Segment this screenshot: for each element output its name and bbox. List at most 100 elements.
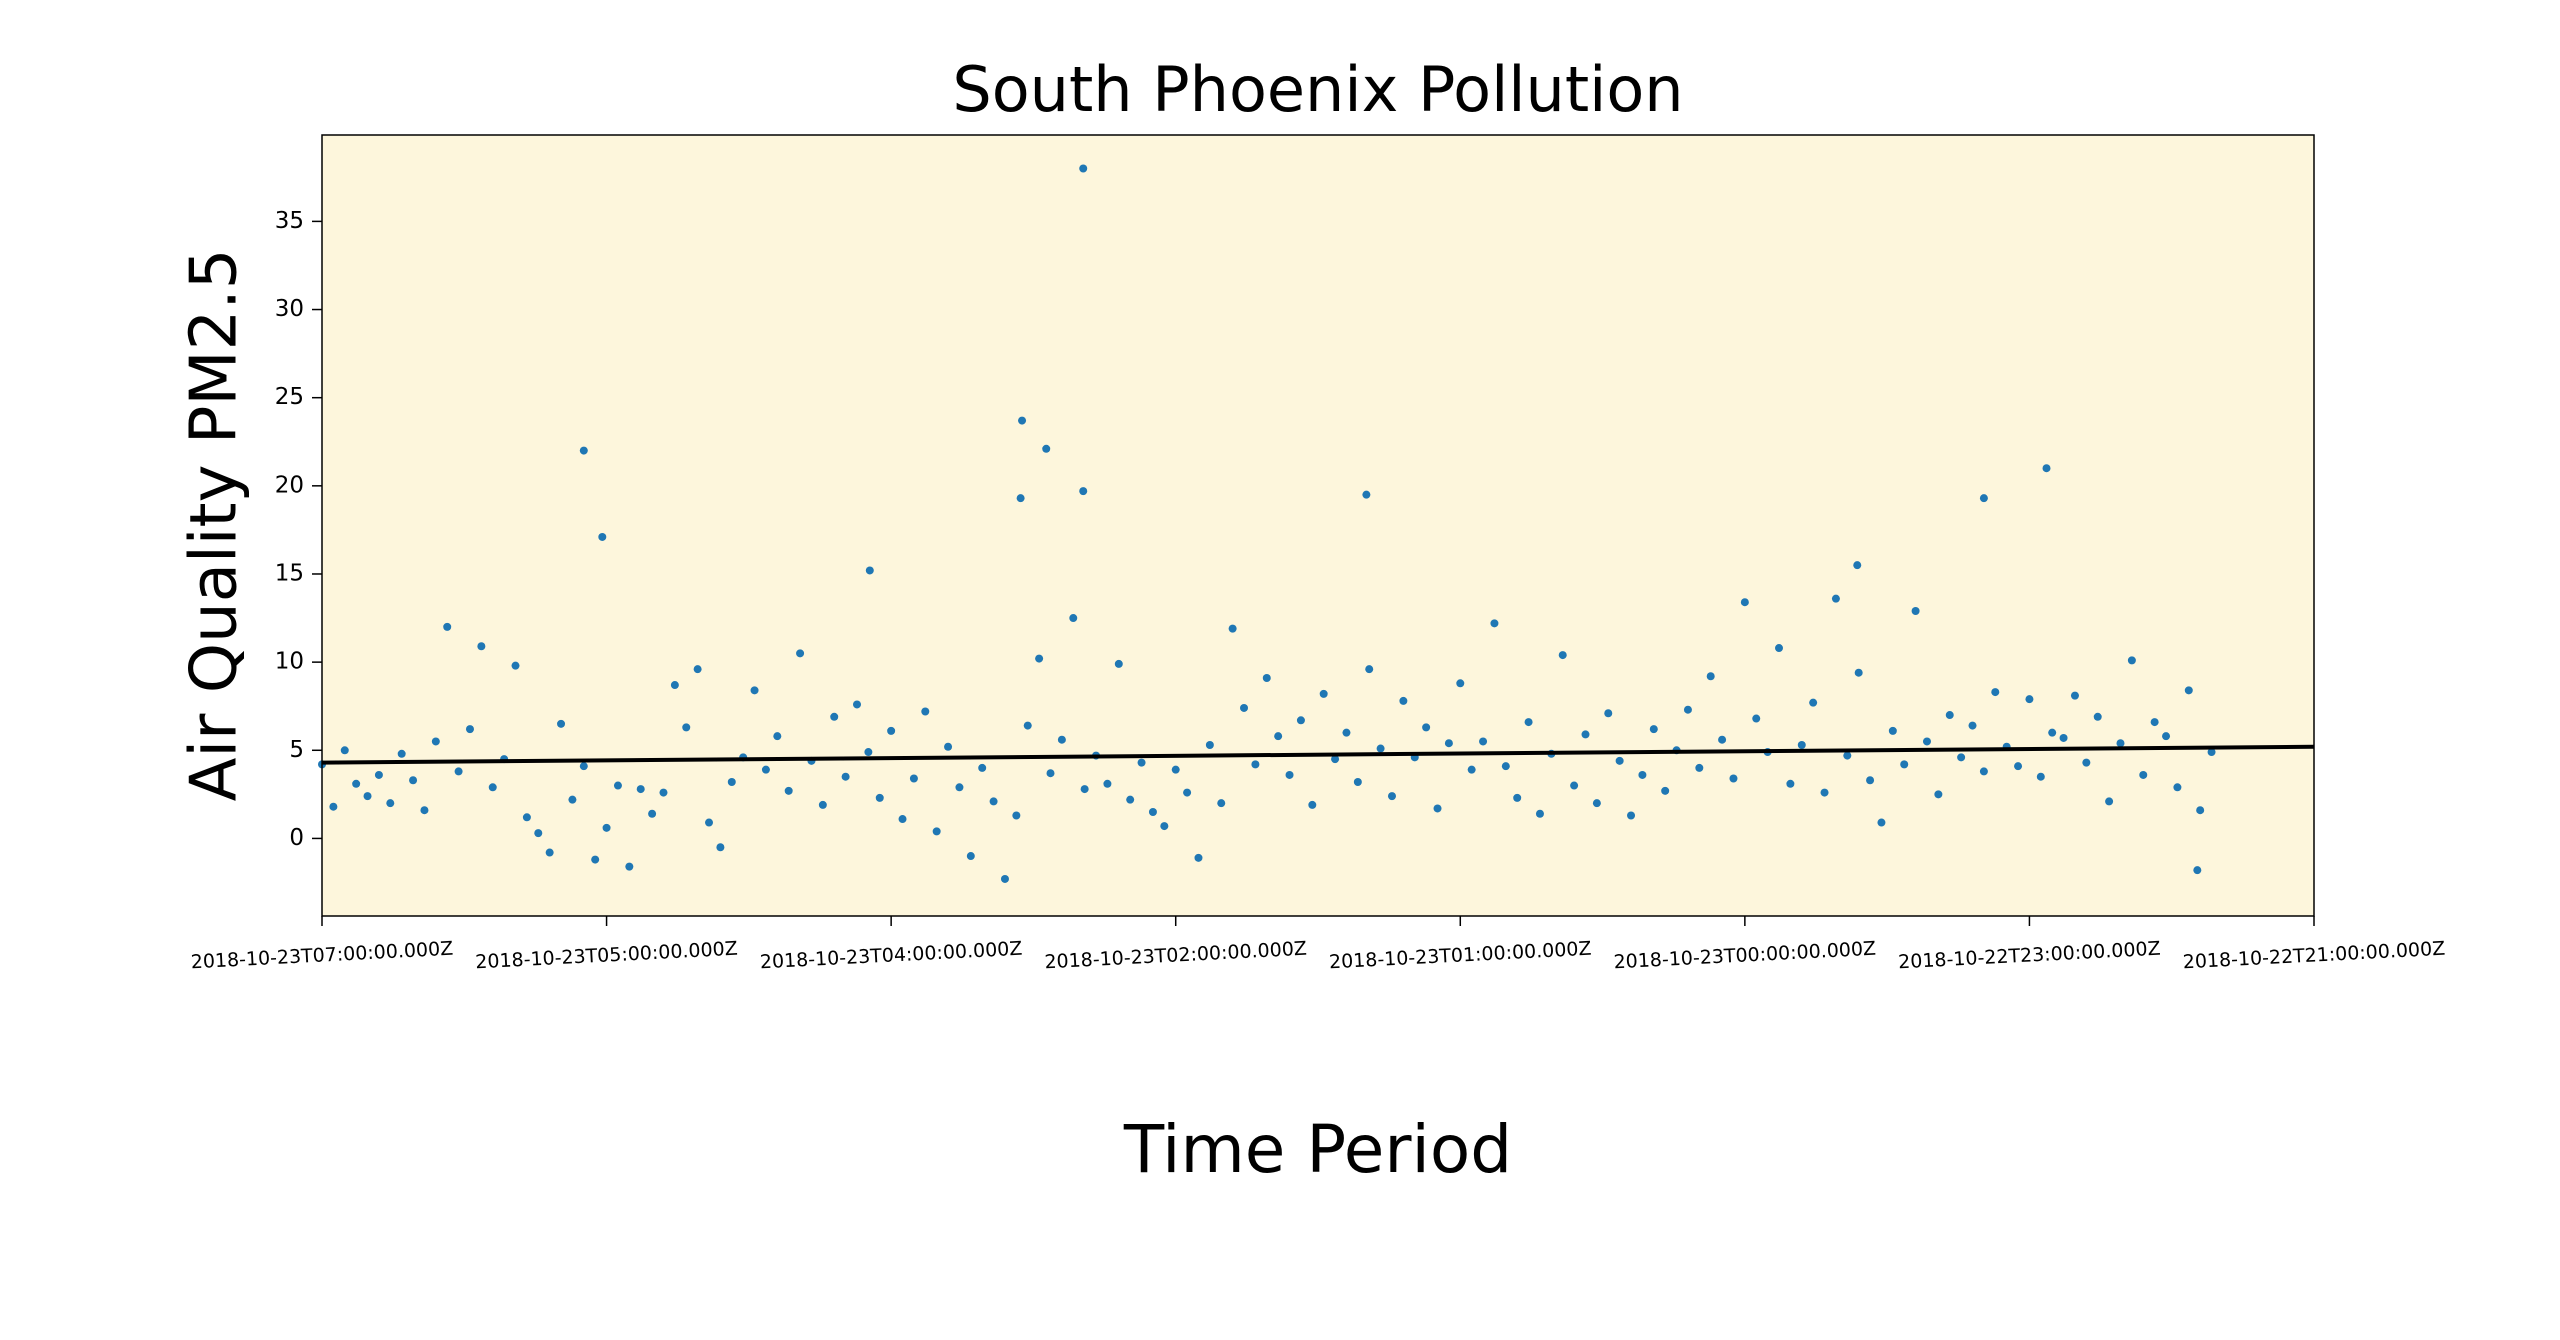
data-point [898,815,907,824]
data-point [1490,619,1499,628]
data-point [693,665,702,674]
x-tick-label: 2018-10-23T04:00:00.000Z [759,938,1022,974]
chart-title: South Phoenix Pollution [952,53,1683,126]
data-point [1046,769,1055,778]
data-point [944,742,953,751]
y-tick-label: 10 [275,649,304,675]
data-point [1843,751,1852,760]
data-point [1627,811,1636,820]
data-point [1786,779,1795,788]
data-point [1558,651,1567,660]
data-point [796,649,805,658]
data-point [1535,809,1544,818]
data-point [511,661,520,670]
data-point [329,802,338,811]
data-point [1000,874,1009,883]
data-point [682,723,691,732]
data-point [613,781,622,790]
data-point [1433,804,1442,813]
data-point [2025,695,2034,704]
data-point [1080,785,1089,794]
data-point [1501,762,1510,771]
data-point [598,532,607,541]
data-point [1376,744,1385,753]
data-point [773,732,782,741]
data-point [1228,624,1237,633]
data-point [2070,691,2079,700]
x-tick-label: 2018-10-23T01:00:00.000Z [1329,938,1592,974]
data-point [1945,711,1954,720]
data-point [2173,783,2182,792]
data-point [670,681,679,690]
data-point [750,686,759,695]
data-point [1911,607,1920,616]
data-point [989,797,998,806]
data-point [1126,795,1135,804]
data-point [1353,778,1362,787]
data-point [1853,561,1862,570]
data-point [716,843,725,852]
data-point [830,712,839,721]
data-point [1467,765,1476,774]
data-point [1422,723,1431,732]
x-tick-label: 2018-10-23T00:00:00.000Z [1613,938,1876,974]
data-point [818,800,827,809]
x-tick-label: 2018-10-23T05:00:00.000Z [475,938,738,974]
data-point [1979,494,1988,503]
data-point [2196,806,2205,815]
data-point [522,813,531,822]
data-point [557,719,566,728]
data-point [705,818,714,827]
data-point [852,700,861,709]
data-point [1262,673,1271,682]
data-point [1069,614,1078,623]
data-point [625,862,634,871]
data-point [1183,788,1192,797]
data-point [1968,721,1977,730]
data-point [955,783,964,792]
x-tick-label: 2018-10-22T21:00:00.000Z [2182,938,2445,974]
data-point [1319,689,1328,698]
data-point [1809,698,1818,707]
data-point [2036,772,2045,781]
data-point [1866,776,1875,785]
data-point [2207,748,2216,757]
data-point [1900,760,1909,769]
data-point [1683,705,1692,714]
data-point [1012,811,1021,820]
data-point [2116,739,2125,748]
data-point [352,779,361,788]
data-point [2150,718,2159,727]
data-point [921,707,930,716]
data-point [2184,686,2193,695]
data-point [409,776,418,785]
data-point [1877,818,1886,827]
y-tick-label: 5 [289,737,304,763]
data-point [545,848,554,857]
data-point [1444,739,1453,748]
data-point [2082,758,2091,767]
data-point [659,788,668,797]
data-point [386,799,395,808]
data-point [1362,490,1371,499]
y-axis-label: Air Quality PM2.5 [178,249,252,802]
data-point [1592,799,1601,808]
data-point [1604,709,1613,718]
data-point [363,792,372,801]
data-point [2139,770,2148,779]
data-point [1035,654,1044,663]
data-point [1399,696,1408,705]
data-point [2048,728,2057,737]
data-point [1718,735,1727,744]
data-point [2093,712,2102,721]
data-point [865,566,874,575]
data-point [534,829,543,838]
data-point [1296,716,1305,725]
data-point [887,726,896,735]
plot-frame [321,134,2315,917]
data-point [579,446,588,455]
data-point [1740,598,1749,607]
data-point [1079,487,1088,496]
data-point [1638,770,1647,779]
data-point [420,806,429,815]
